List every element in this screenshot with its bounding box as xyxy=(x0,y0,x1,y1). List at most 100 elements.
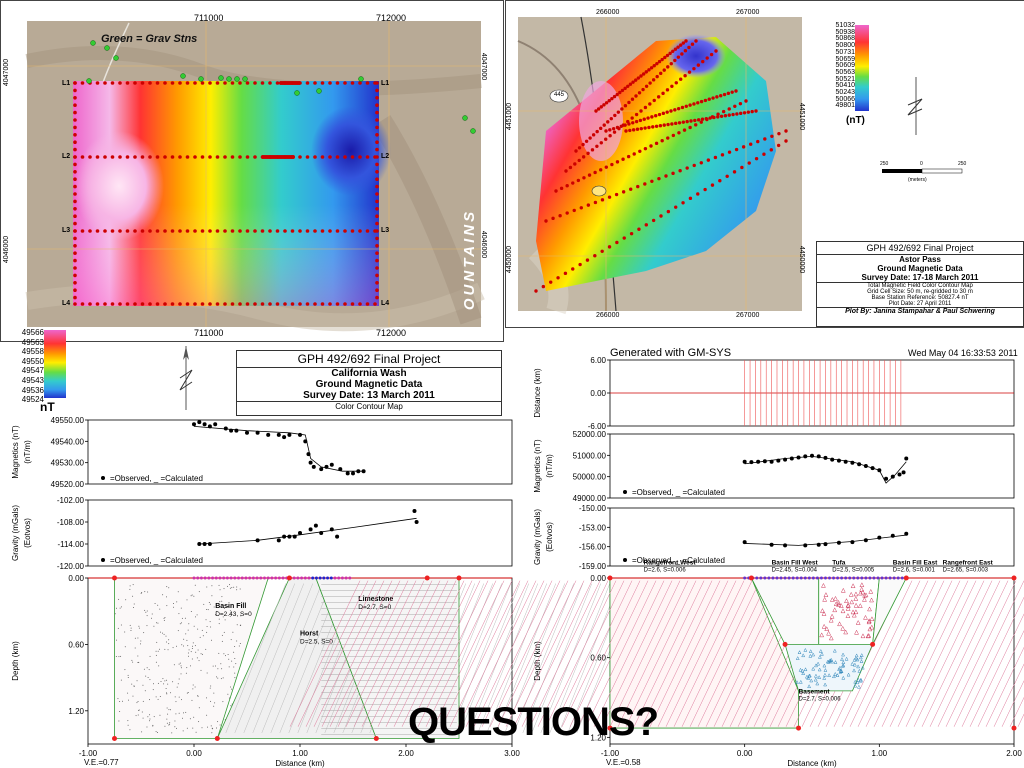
station-marker xyxy=(296,577,299,580)
basin-fill-texture xyxy=(188,656,189,657)
basin-fill-texture xyxy=(183,645,184,646)
basin-fill-texture xyxy=(175,701,176,702)
station-marker xyxy=(278,577,281,580)
vertex-marker xyxy=(1012,726,1017,731)
basin-fill-texture xyxy=(202,630,203,631)
observed-point xyxy=(293,535,297,539)
x-tick-label: 2.00 xyxy=(398,749,414,758)
station-marker xyxy=(226,577,229,580)
observed-point xyxy=(346,471,350,475)
basin-fill-texture xyxy=(193,596,194,597)
basin-fill-texture xyxy=(185,633,186,634)
basin-fill-texture xyxy=(158,699,159,700)
basin-fill-texture xyxy=(230,588,231,589)
basin-fill-texture xyxy=(135,647,136,648)
station-marker xyxy=(780,577,783,580)
basin-fill-texture xyxy=(118,599,119,600)
basin-fill-texture xyxy=(183,639,184,640)
observed-point xyxy=(224,427,228,431)
station-marker xyxy=(315,577,318,580)
observed-point xyxy=(412,509,416,513)
y-axis-label-secondary: (Eotvos) xyxy=(23,518,32,548)
basin-fill-texture xyxy=(234,658,235,659)
y-axis-label: Depth (km) xyxy=(11,641,20,681)
observed-point xyxy=(309,461,313,465)
basin-fill-texture xyxy=(181,673,182,674)
basin-fill-texture xyxy=(147,667,148,668)
y-axis-label: Distance (km) xyxy=(533,368,542,418)
observed-point xyxy=(314,524,318,528)
basin-fill-texture xyxy=(227,694,228,695)
basin-fill-texture xyxy=(221,668,222,669)
basin-fill-texture xyxy=(138,715,139,716)
station-marker xyxy=(836,577,839,580)
station-marker xyxy=(326,577,329,580)
basin-fill-texture xyxy=(135,638,136,639)
basin-fill-texture xyxy=(229,666,230,667)
body-name: Rangefront East xyxy=(943,560,994,567)
body-name: Horst xyxy=(300,631,319,638)
station-marker xyxy=(222,577,225,580)
station-marker xyxy=(800,577,803,580)
basin-fill-texture xyxy=(116,608,117,609)
basin-fill-texture xyxy=(219,619,220,620)
basin-fill-texture xyxy=(206,609,207,610)
basin-fill-texture xyxy=(116,656,117,657)
basin-fill-texture xyxy=(157,732,158,733)
observed-point xyxy=(197,420,201,424)
basin-fill-texture xyxy=(229,584,230,585)
y-tick-label: 50000.00 xyxy=(573,473,607,482)
station-marker xyxy=(237,577,240,580)
basin-fill-texture xyxy=(121,624,122,625)
observed-point xyxy=(904,532,908,536)
observed-point xyxy=(338,467,342,471)
x-tick-label: 2.00 xyxy=(1006,749,1022,758)
legend-text: =Observed, _ =Calculated xyxy=(632,488,725,497)
basin-fill-texture xyxy=(160,632,161,633)
basin-fill-texture xyxy=(200,637,201,638)
basin-fill-texture xyxy=(145,612,146,613)
basin-fill-texture xyxy=(133,607,134,608)
basin-fill-texture xyxy=(198,721,199,722)
basin-fill-texture xyxy=(139,628,140,629)
basin-fill-texture xyxy=(145,690,146,691)
basin-fill-texture xyxy=(192,646,193,647)
basin-fill-texture xyxy=(190,665,191,666)
basin-fill-texture xyxy=(181,644,182,645)
basin-fill-texture xyxy=(143,632,144,633)
observed-point xyxy=(797,455,801,459)
observed-point xyxy=(282,435,286,439)
observed-point xyxy=(783,543,787,547)
vertex-marker xyxy=(608,576,613,581)
observed-point xyxy=(877,536,881,540)
body-name: Tufa xyxy=(832,560,846,567)
basin-fill-texture xyxy=(162,678,163,679)
basin-fill-texture xyxy=(132,596,133,597)
basin-fill-texture xyxy=(225,655,226,656)
basin-fill-texture xyxy=(179,713,180,714)
observed-point xyxy=(850,540,854,544)
basin-fill-texture xyxy=(225,619,226,620)
basin-fill-texture xyxy=(211,595,212,596)
station-marker xyxy=(248,577,251,580)
station-marker xyxy=(767,577,770,580)
basin-fill-texture xyxy=(187,645,188,646)
basin-fill-texture xyxy=(188,630,189,631)
observed-point xyxy=(312,465,316,469)
body-params: D=2.7, S=0.006 xyxy=(799,697,842,703)
y-tick-label: 49000.00 xyxy=(573,494,607,503)
station-marker xyxy=(348,577,351,580)
station-marker xyxy=(256,577,259,580)
station-marker xyxy=(775,577,778,580)
basin-fill-texture xyxy=(187,728,188,729)
station-marker xyxy=(889,577,892,580)
basin-fill-texture xyxy=(222,701,223,702)
station-marker xyxy=(337,577,340,580)
station-marker xyxy=(901,577,904,580)
basin-fill-texture xyxy=(181,699,182,700)
y-tick-label: 0.60 xyxy=(68,640,84,649)
observed-point xyxy=(864,538,868,542)
observed-point xyxy=(904,457,908,461)
basin-fill-texture xyxy=(198,649,199,650)
legend-text: =Observed, _ =Calculated xyxy=(110,556,203,565)
